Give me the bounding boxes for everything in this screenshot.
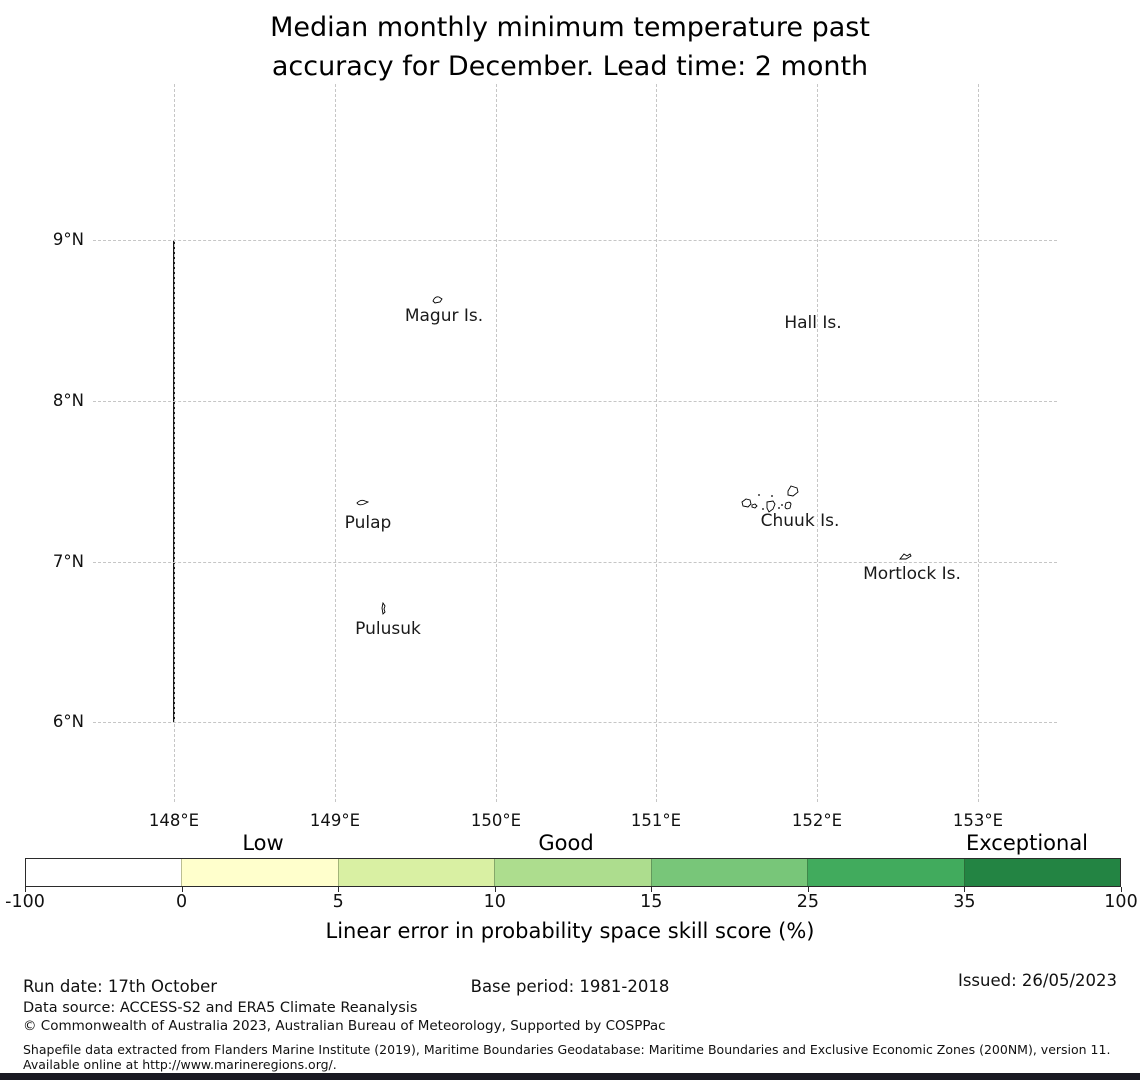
island-label: Pulusuk xyxy=(355,619,421,639)
latitude-tick-label: 8°N xyxy=(52,391,84,410)
longitude-tick-label: 149°E xyxy=(309,811,361,830)
longitude-gridline xyxy=(978,84,979,802)
latitude-tick-label: 9°N xyxy=(52,230,84,249)
colorbar-tick-label: 25 xyxy=(796,892,819,912)
data-source-text: Data source: ACCESS-S2 and ERA5 Climate … xyxy=(23,1000,418,1016)
colorbar-tick-mark xyxy=(807,887,809,892)
island-label: Mortlock Is. xyxy=(863,564,961,584)
colorbar-tick-mark xyxy=(964,887,966,892)
latitude-gridline xyxy=(93,562,1057,563)
shapefile-attribution-text: Shapefile data extracted from Flanders M… xyxy=(23,1042,1111,1072)
colorbar-tick-mark xyxy=(1121,887,1122,892)
longitude-tick-label: 148°E xyxy=(148,811,200,830)
colorbar-segment xyxy=(650,859,808,886)
longitude-gridline xyxy=(496,84,497,802)
latitude-gridline xyxy=(93,240,1057,241)
colorbar-segment xyxy=(337,859,495,886)
longitude-gridline xyxy=(656,84,657,802)
mortlock-islet-shape xyxy=(899,553,912,560)
longitude-tick-label: 150°E xyxy=(470,811,522,830)
colorbar-segment xyxy=(181,859,338,886)
colorbar-tick-label: 15 xyxy=(640,892,663,912)
latitude-gridline xyxy=(93,401,1057,402)
colorbar-segment xyxy=(494,859,651,886)
colorbar-tick-label: 35 xyxy=(953,892,976,912)
colorbar-tick-label: 0 xyxy=(175,892,188,912)
colorbar-tick-label: 10 xyxy=(483,892,506,912)
colorbar-tick-label: 5 xyxy=(332,892,344,912)
colorbar-category-label: Exceptional xyxy=(965,831,1089,855)
magur-islet-shape xyxy=(432,296,443,304)
run-date-text: Run date: 17th October xyxy=(23,977,218,996)
colorbar-tick-mark xyxy=(651,887,653,892)
pulusuk-islet-shape xyxy=(381,602,386,615)
latitude-gridline xyxy=(93,722,1057,723)
latitude-tick-label: 7°N xyxy=(52,552,84,571)
colorbar-category-label: Good xyxy=(538,831,594,855)
colorbar-category-label: Low xyxy=(242,831,284,855)
latitude-tick-label: 6°N xyxy=(52,712,84,731)
longitude-tick-label: 152°E xyxy=(791,811,843,830)
colorbar-tick-mark xyxy=(25,887,26,892)
pulap-islet-shape xyxy=(356,499,369,506)
figure-title-line2: accuracy for December. Lead time: 2 mont… xyxy=(271,51,869,82)
colorbar-tick-mark xyxy=(338,887,340,892)
longitude-tick-label: 151°E xyxy=(630,811,682,830)
colorbar-segment xyxy=(963,859,1120,886)
longitude-gridline xyxy=(335,84,336,802)
colorbar-segment xyxy=(26,859,182,886)
colorbar-tick-mark xyxy=(181,887,183,892)
longitude-gridline xyxy=(817,84,818,802)
longitude-tick-label: 153°E xyxy=(952,811,1004,830)
island-label: Pulap xyxy=(344,513,392,533)
island-label: Chuuk Is. xyxy=(760,511,840,531)
copyright-text: © Commonwealth of Australia 2023, Austra… xyxy=(23,1018,666,1034)
figure-title: Median monthly minimum temperature past … xyxy=(0,8,1140,86)
colorbar-tick-mark xyxy=(494,887,496,892)
chuuk-islands-shape xyxy=(741,485,799,513)
colorbar-axis-label: Linear error in probability space skill … xyxy=(325,919,815,943)
figure-title-line1: Median monthly minimum temperature past xyxy=(270,12,870,43)
island-label: Magur Is. xyxy=(404,306,484,326)
longitude-gridline xyxy=(174,84,175,802)
bottom-window-bar xyxy=(0,1073,1140,1080)
base-period-text: Base period: 1981-2018 xyxy=(470,977,670,996)
colorbar-tick-label: 100 xyxy=(1104,892,1138,912)
island-label: Hall Is. xyxy=(784,313,842,333)
colorbar-segment xyxy=(807,859,964,886)
colorbar-tick-label: -100 xyxy=(5,892,45,912)
colorbar xyxy=(25,858,1121,887)
issued-date-text: Issued: 26/05/2023 xyxy=(957,971,1117,990)
